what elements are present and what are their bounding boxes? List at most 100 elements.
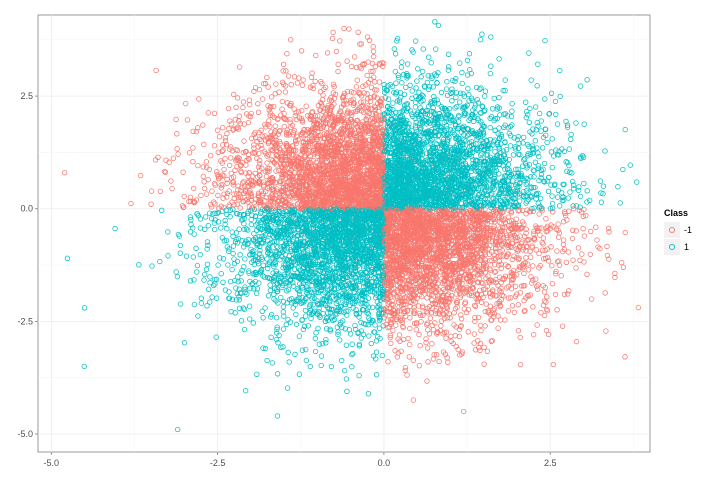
point-class-neg1 <box>560 237 567 243</box>
point-class-1 <box>313 330 319 336</box>
point-class-1 <box>430 84 436 90</box>
point-class-neg1 <box>546 331 552 338</box>
point-class-1 <box>251 261 257 268</box>
point-class-1 <box>527 105 533 112</box>
point-class-1 <box>554 151 561 158</box>
point-class-1 <box>459 69 465 76</box>
point-class-neg1 <box>419 258 426 264</box>
point-class-neg1 <box>234 95 241 101</box>
point-class-1 <box>318 362 324 369</box>
point-class-1 <box>488 205 494 211</box>
point-class-neg1 <box>370 53 377 60</box>
point-class-1 <box>218 225 224 231</box>
point-class-neg1 <box>594 237 600 243</box>
point-class-neg1 <box>387 334 393 341</box>
point-class-neg1 <box>191 185 197 192</box>
point-class-1 <box>477 36 484 43</box>
point-class-neg1 <box>293 116 300 123</box>
point-class-1 <box>236 297 242 303</box>
point-class-1 <box>548 149 555 155</box>
point-class-neg1 <box>168 178 174 184</box>
point-class-1 <box>241 306 248 312</box>
point-class-neg1 <box>195 162 201 169</box>
point-class-neg1 <box>536 211 542 217</box>
point-class-1 <box>273 315 280 321</box>
point-class-1 <box>81 363 87 370</box>
point-class-neg1 <box>237 205 243 211</box>
point-class-1 <box>268 334 274 340</box>
point-class-neg1 <box>400 301 406 307</box>
point-class-neg1 <box>341 90 348 96</box>
point-class-neg1 <box>423 308 430 315</box>
point-class-neg1 <box>284 127 290 133</box>
point-class-1 <box>514 179 520 185</box>
point-class-1 <box>457 60 463 66</box>
point-class-neg1 <box>472 303 479 309</box>
point-class-1 <box>224 226 230 232</box>
point-class-neg1 <box>252 170 258 177</box>
point-class-1 <box>233 297 239 303</box>
point-class-1 <box>197 252 203 258</box>
point-class-neg1 <box>301 127 307 133</box>
point-class-neg1 <box>360 83 366 89</box>
point-class-1 <box>183 253 190 259</box>
point-class-1 <box>488 63 494 69</box>
point-class-neg1 <box>264 153 270 159</box>
point-class-1 <box>516 140 522 146</box>
point-class-neg1 <box>335 68 341 75</box>
point-class-neg1 <box>531 228 537 235</box>
point-class-1 <box>257 247 263 254</box>
point-class-1 <box>570 182 577 188</box>
point-class-neg1 <box>364 72 370 79</box>
point-class-neg1 <box>554 248 560 254</box>
point-class-neg1 <box>487 211 493 217</box>
point-class-neg1 <box>497 317 504 323</box>
point-class-1 <box>344 388 350 394</box>
point-class-neg1 <box>424 378 430 384</box>
point-class-neg1 <box>472 315 478 321</box>
point-class-neg1 <box>442 281 448 287</box>
point-class-1 <box>469 192 475 199</box>
point-class-neg1 <box>525 267 532 273</box>
point-class-1 <box>260 315 266 321</box>
point-class-neg1 <box>200 164 206 170</box>
point-class-neg1 <box>493 268 499 275</box>
point-class-1 <box>403 84 409 91</box>
point-class-1 <box>430 105 436 111</box>
point-class-1 <box>491 186 497 192</box>
point-class-1 <box>465 86 471 92</box>
point-class-1 <box>202 226 208 232</box>
grid-lines <box>38 15 650 452</box>
point-class-neg1 <box>216 134 223 140</box>
point-class-1 <box>419 121 425 127</box>
point-class-1 <box>509 122 515 128</box>
point-class-neg1 <box>536 225 542 231</box>
point-class-neg1 <box>517 290 524 296</box>
point-class-neg1 <box>224 176 230 183</box>
point-class-neg1 <box>390 317 396 323</box>
point-class-1 <box>503 201 510 208</box>
point-class-1 <box>268 311 275 318</box>
point-class-1 <box>413 85 419 91</box>
point-class-neg1 <box>412 299 419 305</box>
point-class-neg1 <box>169 185 175 192</box>
point-class-neg1 <box>263 173 270 180</box>
point-class-neg1 <box>483 301 489 307</box>
point-class-neg1 <box>490 307 496 313</box>
point-class-neg1 <box>581 233 588 239</box>
point-class-neg1 <box>294 80 301 86</box>
point-class-1 <box>475 100 482 106</box>
point-class-neg1 <box>561 291 568 298</box>
point-class-1 <box>202 271 208 278</box>
point-class-neg1 <box>360 99 367 105</box>
point-class-neg1 <box>138 172 144 179</box>
point-class-1 <box>366 333 372 339</box>
point-class-neg1 <box>190 159 196 165</box>
point-class-1 <box>307 363 313 370</box>
point-class-1 <box>525 111 531 118</box>
point-class-1 <box>238 318 245 324</box>
point-class-neg1 <box>530 277 536 283</box>
point-class-1 <box>464 57 471 64</box>
point-class-1 <box>381 82 387 88</box>
